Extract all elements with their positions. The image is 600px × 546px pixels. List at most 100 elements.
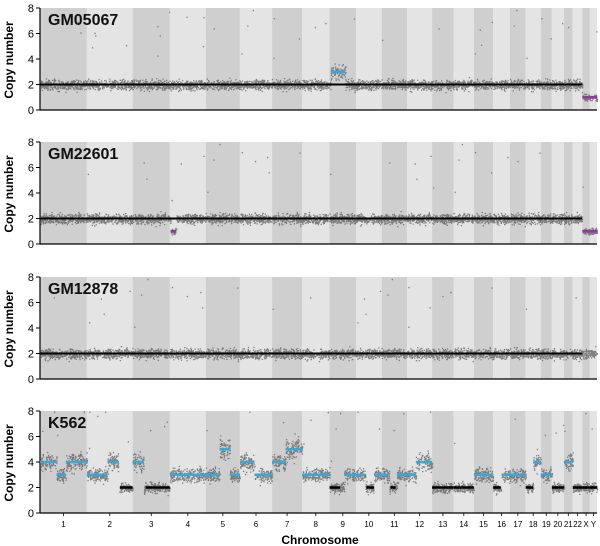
chromosome-band [86,277,133,379]
chromosome-band [40,142,87,244]
chromosome-band [572,277,583,379]
x-tick-label: 2 [108,520,113,529]
chromosome-band [589,411,597,513]
chromosome-labels: 1 2 3 4 5 6 7 8 9 10 11 12 13 14 15 16 17 18 19 20 21 22 X Y [61,513,597,529]
chromosome-band [473,142,494,244]
chromosome-band [132,277,170,379]
chromosome-band [239,8,273,110]
chromosome-band [169,142,206,244]
chromosome-band [356,277,382,379]
y-tick-label: 6 [28,298,34,310]
y-tick-label: 4 [28,457,34,469]
x-tick-label: 22 [573,520,582,529]
panel-k562: 0 2 4 6 8 K562 [28,406,599,520]
x-tick-label: X [583,520,589,529]
chromosome-band [432,8,454,110]
x-tick-label: 7 [285,520,290,529]
chromosome-band [551,411,564,513]
chromosome-band [272,142,303,244]
chromosome-band [582,277,590,379]
chromosome-band [169,8,206,110]
chromosome-band [453,142,474,244]
y-tick-label: 0 [28,508,34,520]
chromosome-band [493,411,511,513]
chromosome-band [572,411,583,513]
y-tick-label: 6 [28,29,34,41]
chromosome-band [453,8,474,110]
y-tick-label: 2 [28,483,34,495]
chromosome-band [589,8,597,110]
chromosome-band [272,277,303,379]
panel-gm12878: 0 2 4 6 8 GM12878 [28,272,599,386]
chromosome-band [540,8,552,110]
y-axis-label: Copy number [2,424,16,502]
panel-title: GM22601 [48,146,118,163]
x-tick-label: 4 [186,520,191,529]
chromosome-band [329,411,357,513]
x-tick-label: 3 [149,520,154,529]
data-points [40,9,599,102]
y-tick-label: 0 [28,374,34,386]
chromosome-band [473,277,494,379]
chromosome-band [510,411,526,513]
chromosome-band [493,8,511,110]
y-tick-label: 8 [28,406,34,418]
y-tick-label: 6 [28,163,34,175]
x-tick-label: 17 [513,520,522,529]
chromosome-band [473,8,494,110]
x-tick-label: 16 [497,520,506,529]
chromosome-band [239,277,273,379]
x-tick-label: 11 [390,520,399,529]
chromosome-band [40,8,87,110]
chromosome-band [551,277,564,379]
chromosome-band [432,411,454,513]
chromosome-band [407,142,433,244]
chromosome-band [86,8,133,110]
y-tick-label: 8 [28,272,34,284]
y-tick-label: 2 [28,80,34,92]
chromosome-band [86,142,133,244]
chromosome-band [132,8,170,110]
data-points [40,411,599,497]
panel-title: K562 [48,415,86,432]
chromosome-band [381,411,408,513]
chromosome-band [432,142,454,244]
x-tick-label: 1 [61,520,66,529]
chromosome-band [453,277,474,379]
y-tick-label: 4 [28,323,34,335]
chromosome-band [407,8,433,110]
chromosome-band [493,277,511,379]
chromosome-band [205,277,240,379]
chromosome-band [356,8,382,110]
x-tick-label: 12 [415,520,424,529]
chromosome-band [589,277,597,379]
chromosome-band [205,8,240,110]
x-tick-label: 5 [221,520,226,529]
y-tick-label: 2 [28,349,34,361]
panels-group: 0 2 4 6 8 GM05067 0 2 4 6 8 GM22601 0 2 4 6 8 GM12878 0 2 4 6… [28,3,599,529]
y-axis-label: Copy number [2,155,16,233]
chromosome-band [563,277,573,379]
x-tick-label: 21 [564,520,573,529]
chromosome-band [381,142,408,244]
chromosome-band [205,411,240,513]
x-tick-label: 13 [438,520,447,529]
chromosome-band [302,8,330,110]
chromosome-band [540,277,552,379]
x-tick-label: 20 [553,520,562,529]
chromosome-band [272,8,303,110]
chromosome-band [205,142,240,244]
y-axis-label: Copy number [2,290,16,368]
data-points [40,143,599,236]
chromosome-band [381,277,408,379]
x-tick-label: 10 [364,520,373,529]
chromosome-band [169,411,206,513]
chromosome-band [525,142,541,244]
chromosome-band [302,277,330,379]
chromosome-band [572,8,583,110]
chromosome-band [407,277,433,379]
chromosome-band [473,411,494,513]
chromosome-band [453,411,474,513]
chromosome-band [551,142,564,244]
chromosome-band [540,411,552,513]
